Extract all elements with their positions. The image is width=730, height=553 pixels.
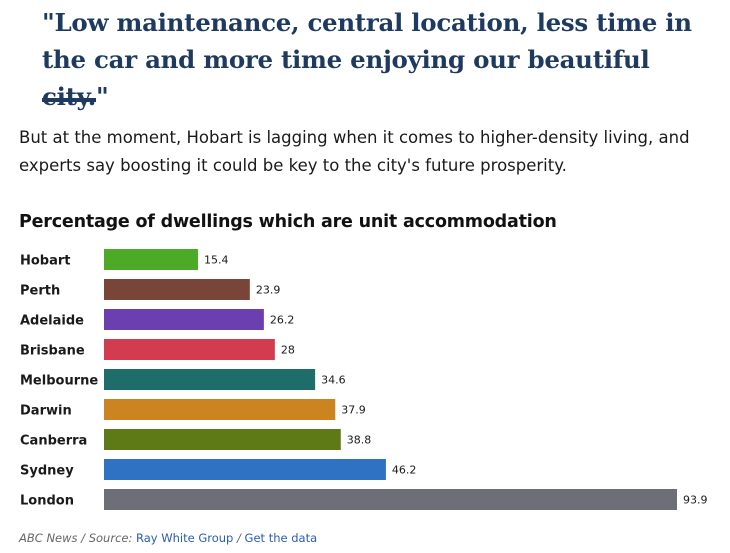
credit-text: ABC News (19, 531, 78, 545)
source-link[interactable]: Ray White Group (136, 531, 234, 545)
chart-footer: ABC News / Source: Ray White Group / Get… (19, 531, 317, 545)
bar (104, 249, 198, 270)
get-data-link[interactable]: Get the data (244, 531, 318, 545)
bar-row-london: London 93.9 (20, 489, 708, 510)
quote-divider (42, 98, 96, 102)
value-label: 34.6 (321, 374, 346, 387)
category-label: Perth (20, 284, 60, 299)
bar-chart: Hobart 15.4 Perth 23.9 Adelaide 26.2 Brisbane 2… (20, 249, 708, 510)
category-label: Canberra (20, 434, 87, 449)
bar (104, 339, 275, 360)
chart-title: Percentage of dwellings which are unit a… (19, 212, 557, 232)
value-label: 26.2 (270, 314, 295, 327)
bar-row-canberra: Canberra 38.8 (20, 429, 371, 450)
category-label: London (20, 494, 74, 509)
bar (104, 399, 336, 420)
category-label: Sydney (20, 464, 74, 479)
bar (104, 309, 264, 330)
value-label: 28 (281, 344, 295, 357)
separator: / (233, 531, 245, 545)
body-paragraph: But at the moment, Hobart is lagging whe… (19, 128, 690, 175)
category-label: Adelaide (20, 314, 84, 329)
value-label: 37.9 (341, 404, 366, 417)
bar (104, 459, 386, 480)
source-label: Source: (88, 531, 136, 545)
bar-row-darwin: Darwin 37.9 (20, 399, 366, 420)
value-label: 93.9 (683, 494, 708, 507)
category-label: Brisbane (20, 344, 85, 359)
bar-row-perth: Perth 23.9 (20, 279, 280, 300)
bar-row-sydney: Sydney 46.2 (20, 459, 416, 480)
category-label: Darwin (20, 404, 72, 419)
category-label: Hobart (20, 254, 71, 269)
bar (104, 369, 316, 390)
bar-row-hobart: Hobart 15.4 (20, 249, 228, 270)
bar (104, 489, 677, 510)
value-label: 46.2 (392, 464, 417, 477)
bar-row-brisbane: Brisbane 28 (20, 339, 295, 360)
bar (104, 279, 250, 300)
value-label: 23.9 (256, 284, 281, 297)
bar (104, 429, 341, 450)
category-label: Melbourne (20, 374, 98, 389)
bar-row-melbourne: Melbourne 34.6 (20, 369, 346, 390)
bar-row-adelaide: Adelaide 26.2 (20, 309, 294, 330)
separator: / (77, 531, 89, 545)
value-label: 38.8 (347, 434, 372, 447)
pull-quote: "Low maintenance, central location, less… (42, 8, 692, 111)
value-label: 15.4 (204, 254, 229, 267)
